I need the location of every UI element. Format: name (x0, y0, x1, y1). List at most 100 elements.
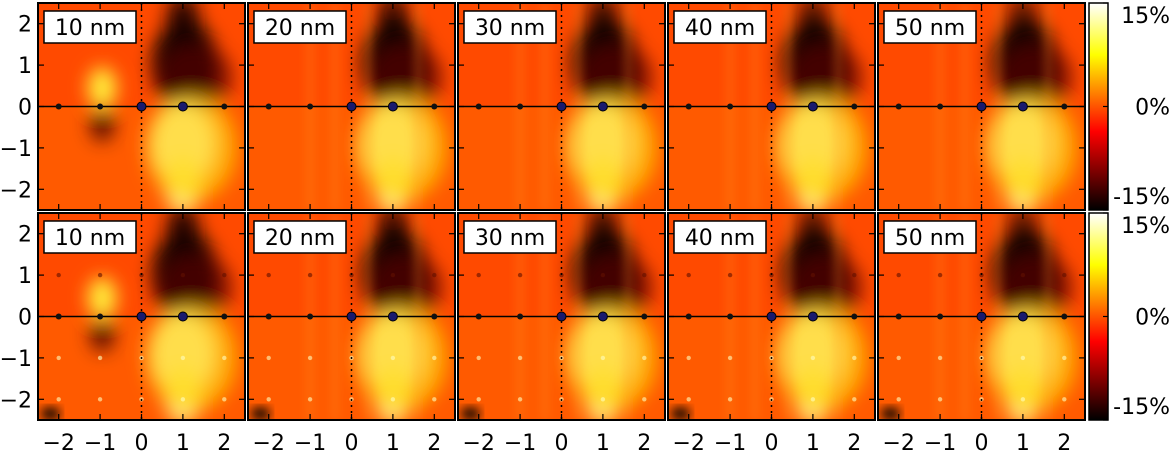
colorbar-label: 15% (1121, 4, 1170, 29)
highlight-dot (766, 311, 777, 322)
x-tick-label: −2 (882, 431, 914, 456)
lattice-spot (852, 355, 857, 361)
corner-artifact (670, 406, 691, 420)
highlight-dot (387, 311, 398, 322)
highlight-dot (136, 101, 147, 112)
lattice-spot (349, 272, 354, 278)
atom-dot (265, 103, 272, 110)
highlight-dot (766, 101, 777, 112)
panel-ticks (38, 3, 245, 210)
panel-label-box (253, 220, 347, 254)
y-tick-label: 1 (18, 264, 32, 289)
lattice-spot (896, 397, 901, 402)
panel-label: 20 nm (253, 10, 347, 44)
negative-halo (788, 254, 863, 321)
positive-halo (985, 304, 1077, 412)
corner-artifact (460, 406, 481, 420)
negative-lobe-top (1006, 3, 1040, 45)
negative-halo (578, 44, 653, 111)
lattice-spot (56, 397, 61, 402)
atom-dot (685, 313, 692, 320)
atom-dot (851, 313, 858, 320)
lattice-spot (600, 397, 606, 402)
panel-label: 30 nm (463, 10, 557, 44)
lattice-spot (896, 355, 901, 361)
panel-label: 40 nm (673, 220, 767, 254)
y-tick-label: 1 (18, 54, 32, 79)
highlight-dot (136, 311, 147, 322)
heatmap-panel: 50 nm (877, 212, 1086, 421)
colorbar-label: -15% (1113, 395, 1170, 420)
highlight-dot (1017, 101, 1028, 112)
lattice-spot (727, 397, 733, 402)
lattice-spot (180, 272, 186, 278)
colorbar-label: 0% (1135, 96, 1170, 121)
x-tick-label: 2 (1057, 431, 1071, 456)
negative-halo (788, 44, 863, 111)
panel-label: 50 nm (883, 220, 977, 254)
lattice-spot (97, 272, 103, 278)
heatmap-panel: 10 nm (37, 212, 246, 421)
lattice-spot (937, 272, 943, 278)
heatmap-panel: 10 nm (37, 2, 246, 211)
x-tick-label: 0 (975, 431, 989, 456)
lattice-spot (937, 397, 943, 402)
lattice-spot (432, 272, 437, 278)
x-tick-label: 2 (427, 431, 441, 456)
panel-label-text: 10 nm (55, 226, 125, 251)
highlight-dot (976, 311, 987, 322)
colorbar: 15% 0% -15% (1088, 212, 1170, 421)
lattice-spot (769, 272, 774, 278)
positive-halo (355, 94, 447, 202)
x-tick-label: 1 (176, 431, 190, 456)
panel-ticks (458, 3, 665, 210)
positive-halo (565, 94, 657, 202)
panel-ticks (668, 213, 875, 420)
panel-label-box (883, 220, 977, 254)
x-tick-label: −2 (672, 431, 704, 456)
lattice-spot (1020, 355, 1026, 361)
atom-dot (895, 313, 902, 320)
lattice-spot (307, 272, 313, 278)
atom-dot (641, 103, 648, 110)
lattice-spot (727, 272, 733, 278)
x-tick-label: −1 (714, 431, 746, 456)
panel-label-text: 20 nm (265, 226, 335, 251)
lattice-spot (390, 355, 396, 361)
negative-halo (368, 254, 443, 321)
atom-dot (727, 103, 734, 110)
corner-artifact (40, 406, 61, 420)
x-tick-label: −2 (42, 431, 74, 456)
highlight-dot (807, 311, 818, 322)
atom-dot (475, 313, 482, 320)
atom-dot (727, 313, 734, 320)
lattice-spot (810, 397, 816, 402)
lattice-spot (222, 272, 227, 278)
panel-label-box (463, 220, 557, 254)
lattice-spot (600, 355, 606, 361)
lattice-spot (517, 272, 523, 278)
lattice-spot (266, 397, 271, 402)
atom-dot (937, 313, 944, 320)
panel-ticks (248, 213, 455, 420)
lattice-spot (139, 272, 144, 278)
negative-lobe-top (376, 3, 410, 45)
x-tick-label: 1 (386, 431, 400, 456)
vortex-dark-spot (89, 108, 115, 142)
lattice-spot (727, 355, 733, 361)
lattice-spot (810, 355, 816, 361)
y-tick-label: −2 (0, 178, 32, 203)
x-tick-label: 1 (806, 431, 820, 456)
x-tick-label: −1 (294, 431, 326, 456)
lattice-spot (686, 355, 691, 361)
colorbar-label: 15% (1121, 214, 1170, 239)
y-tick-label: −1 (0, 347, 32, 372)
negative-lobe-top (796, 3, 830, 45)
atom-dot (265, 313, 272, 320)
lattice-spot (222, 397, 227, 402)
lattice-spot (476, 397, 481, 402)
highlight-dot (387, 101, 398, 112)
negative-lobe-top (796, 213, 830, 255)
heatmap-panel: 50 nm (877, 2, 1086, 211)
